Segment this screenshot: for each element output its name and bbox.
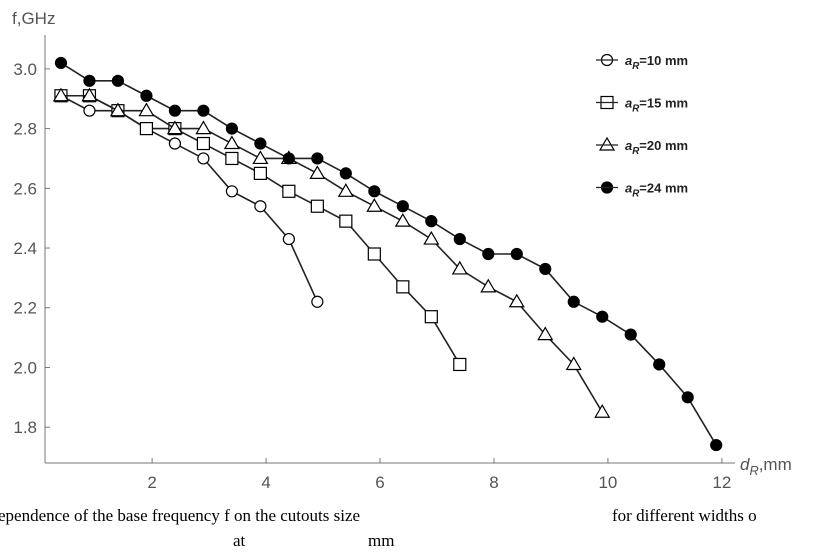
data-point [254, 200, 267, 213]
y-tick-label: 1.8 [13, 418, 37, 437]
data-point [681, 391, 694, 404]
data-point [366, 198, 383, 212]
data-point [168, 137, 182, 150]
data-point [425, 215, 438, 228]
data-point [451, 260, 468, 275]
data-point [225, 122, 238, 135]
caption-text: for different widths o [612, 506, 757, 525]
data-point [52, 87, 69, 102]
x-axis-label: dR,mm [740, 455, 792, 478]
series-line [60, 95, 319, 303]
data-point [282, 184, 296, 198]
data-point [168, 104, 182, 117]
data-point [453, 232, 466, 246]
data-point [225, 151, 239, 166]
data-point [624, 328, 637, 341]
data-point [653, 358, 666, 371]
data-point [339, 167, 352, 180]
data-point [396, 200, 409, 213]
data-point [482, 247, 495, 261]
y-tick-label: 2.6 [13, 179, 37, 198]
caption-text: at [233, 531, 246, 550]
y-tick-label: 3.0 [13, 60, 37, 79]
data-point [309, 165, 326, 179]
data-point [196, 136, 210, 151]
data-point [253, 166, 267, 180]
data-point [339, 214, 353, 228]
data-point [539, 262, 552, 276]
legend-marker [598, 136, 616, 151]
x-tick-label: 10 [598, 473, 617, 492]
data-point [311, 295, 324, 308]
legend-label: aR=15 mm [625, 96, 688, 115]
x-tick-label: 12 [712, 473, 731, 492]
data-point [139, 121, 154, 136]
data-point [368, 185, 381, 198]
data-point [567, 295, 580, 308]
data-point [565, 356, 582, 371]
data-point [311, 152, 324, 165]
data-point [367, 247, 381, 261]
data-point [537, 326, 554, 341]
data-point [54, 56, 68, 70]
data-point [223, 135, 240, 150]
x-tick-label: 2 [147, 473, 156, 492]
caption-text: ependence of the base frequency f on the… [0, 506, 360, 525]
data-point [197, 104, 210, 117]
data-point [394, 212, 411, 227]
data-point [710, 438, 723, 452]
y-tick-label: 2.4 [13, 239, 37, 258]
x-tick-label: 8 [489, 473, 498, 492]
data-point [453, 357, 467, 372]
data-point [596, 310, 609, 323]
data-point [396, 280, 410, 294]
x-tick-label: 6 [375, 473, 384, 492]
data-point [109, 102, 126, 117]
y-tick-label: 2.2 [13, 299, 37, 318]
y-tick-label: 2.8 [13, 120, 37, 139]
data-point [81, 87, 98, 102]
data-point [423, 230, 440, 245]
data-point [282, 232, 295, 246]
series-line [60, 62, 717, 446]
data-point [337, 183, 354, 197]
data-point [510, 247, 523, 261]
data-point [225, 185, 238, 198]
y-tick-label: 2.0 [13, 358, 37, 377]
x-tick-label: 4 [261, 473, 270, 492]
data-point [111, 74, 125, 87]
data-point [83, 74, 96, 87]
legend-label: aR=24 mm [625, 181, 688, 200]
data-point [138, 102, 155, 117]
data-point [166, 120, 183, 135]
data-point [594, 404, 611, 418]
legend-label: aR=20 mm [625, 138, 688, 157]
data-point [310, 199, 324, 213]
data-point [197, 152, 210, 165]
data-point [254, 137, 267, 150]
legend-label: aR=10 mm [625, 53, 688, 72]
data-point [195, 120, 212, 135]
data-point [480, 278, 497, 293]
data-point [508, 293, 525, 308]
data-point [424, 310, 438, 324]
data-point [83, 104, 96, 117]
caption-text: mm [368, 531, 394, 550]
data-point [282, 152, 295, 165]
y-axis-label: f,GHz [12, 9, 55, 28]
data-point [252, 150, 269, 165]
series-line [60, 94, 461, 365]
data-point [140, 89, 153, 102]
